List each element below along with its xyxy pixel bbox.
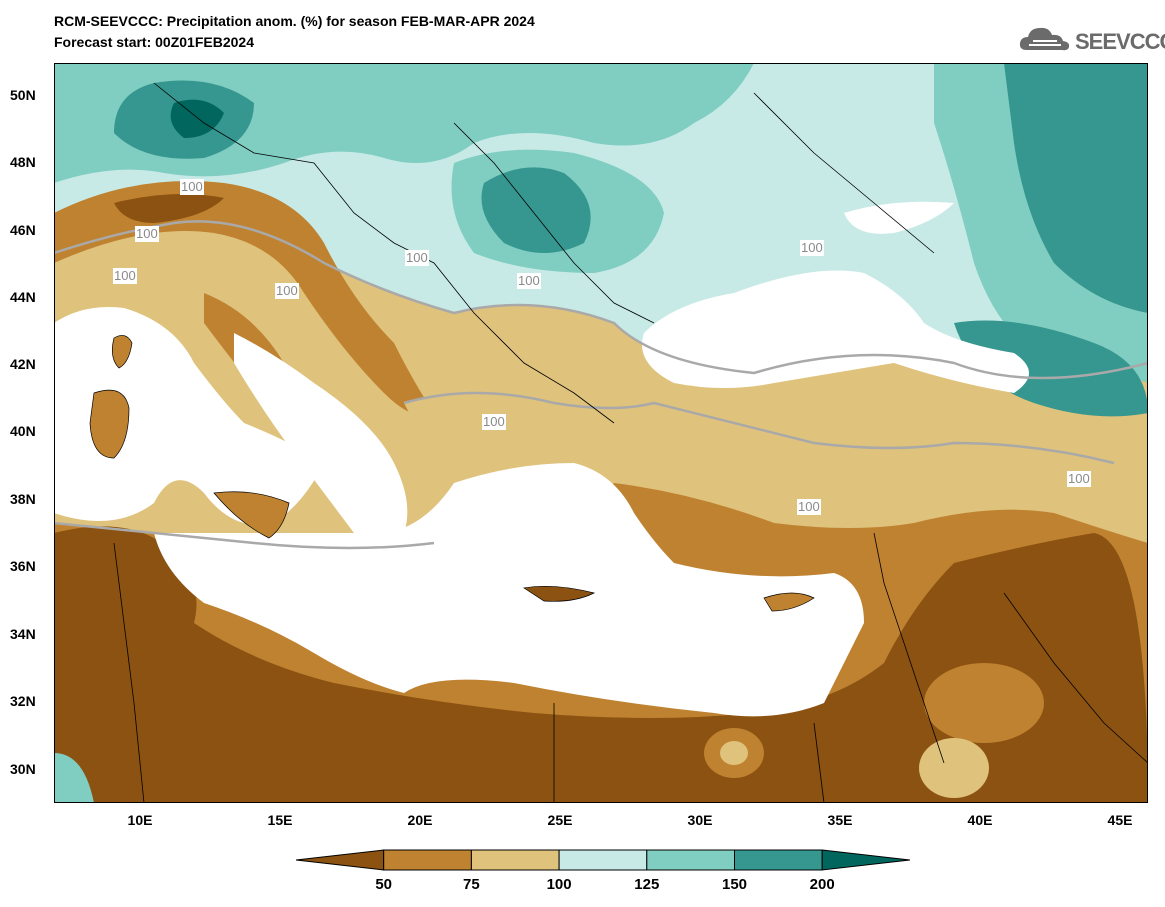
colorbar-tick-label: 150 bbox=[721, 876, 748, 893]
colorbar-segment bbox=[383, 849, 472, 871]
zone-150-200-caucasus bbox=[954, 320, 1148, 417]
sardinia-island bbox=[89, 389, 130, 459]
colorbar-segment bbox=[734, 849, 823, 871]
zone-75-100-anatolia bbox=[404, 393, 1148, 533]
latitude-label: 30N bbox=[10, 761, 36, 777]
colorbar bbox=[296, 849, 910, 871]
colorbar-tick-label: 50 bbox=[375, 876, 393, 893]
latitude-label: 40N bbox=[10, 423, 36, 439]
zone-under-50-africa-mideast bbox=[54, 526, 1148, 803]
latitude-label: 42N bbox=[10, 356, 36, 372]
colorbar-segment-low bbox=[296, 849, 385, 871]
contour-value-label: 100 bbox=[482, 414, 506, 430]
seevccc-logo: SEEVCCC bbox=[1017, 22, 1165, 58]
longitude-label: 35E bbox=[827, 812, 853, 828]
colorbar-segment bbox=[646, 849, 735, 871]
colorbar-tick-label: 75 bbox=[463, 876, 480, 893]
longitude-label: 25E bbox=[547, 812, 573, 828]
precipitation-anomaly-map bbox=[54, 63, 1148, 803]
zone-over-200-germany bbox=[170, 99, 224, 138]
colorbar-tick-label: 125 bbox=[634, 876, 660, 893]
colorbar-tick-label: 100 bbox=[546, 876, 572, 893]
zone-150-200-carpathians bbox=[481, 167, 591, 253]
map-title: RCM-SEEVCCC: Precipitation anom. (%) for… bbox=[54, 13, 535, 29]
cyprus-island bbox=[763, 592, 815, 612]
latitude-label: 34N bbox=[10, 626, 36, 642]
longitude-label: 30E bbox=[687, 812, 713, 828]
contour-value-label: 100 bbox=[180, 179, 204, 195]
adriatic-sea bbox=[234, 333, 408, 543]
zone-75-100-egypt bbox=[720, 741, 748, 765]
contour-value-label: 100 bbox=[275, 283, 299, 299]
contour-value-label: 100 bbox=[1067, 471, 1091, 487]
latitude-label: 32N bbox=[10, 693, 36, 709]
sicily-island bbox=[213, 491, 290, 539]
forecast-start-label: Forecast start: 00Z01FEB2024 bbox=[54, 34, 254, 50]
crete-island bbox=[523, 585, 596, 602]
mediterranean-sea bbox=[154, 463, 864, 717]
contour-value-label: 100 bbox=[113, 268, 137, 284]
corsica-island bbox=[112, 335, 133, 369]
longitude-label: 10E bbox=[127, 812, 153, 828]
map-border bbox=[54, 63, 1148, 803]
zone-125-150-sw-corner bbox=[54, 753, 94, 803]
longitude-label: 20E bbox=[407, 812, 433, 828]
latitude-label: 36N bbox=[10, 558, 36, 574]
latitude-label: 46N bbox=[10, 222, 36, 238]
latitude-label: 48N bbox=[10, 154, 36, 170]
black-sea bbox=[642, 270, 1029, 393]
zone-50-75-syria bbox=[924, 663, 1044, 743]
colorbar-segment bbox=[470, 849, 560, 871]
contour-value-label: 100 bbox=[135, 226, 159, 242]
sea-of-azov bbox=[844, 201, 954, 234]
colorbar-tick-label: 200 bbox=[809, 876, 835, 893]
contour-value-label: 100 bbox=[405, 250, 429, 266]
contour-value-label: 100 bbox=[797, 499, 821, 515]
latitude-label: 38N bbox=[10, 491, 36, 507]
logo-text: SEEVCCC bbox=[1075, 29, 1165, 54]
country-borders bbox=[113, 82, 1148, 803]
longitude-label: 45E bbox=[1107, 812, 1133, 828]
latitude-label: 44N bbox=[10, 289, 36, 305]
contour-value-label: 100 bbox=[800, 240, 824, 256]
contour-100-lines bbox=[54, 220, 1148, 550]
zone-150-200-east bbox=[1004, 63, 1148, 313]
zone-under-50-alps bbox=[114, 194, 224, 223]
cloud-icon bbox=[1019, 27, 1070, 51]
latitude-label: 50N bbox=[10, 87, 36, 103]
contour-value-label: 100 bbox=[517, 273, 541, 289]
colorbar-segment bbox=[558, 849, 648, 871]
longitude-label: 40E bbox=[967, 812, 993, 828]
zone-75-100-syria bbox=[919, 738, 989, 798]
longitude-label: 15E bbox=[267, 812, 293, 828]
colorbar-segment-high bbox=[821, 849, 910, 871]
